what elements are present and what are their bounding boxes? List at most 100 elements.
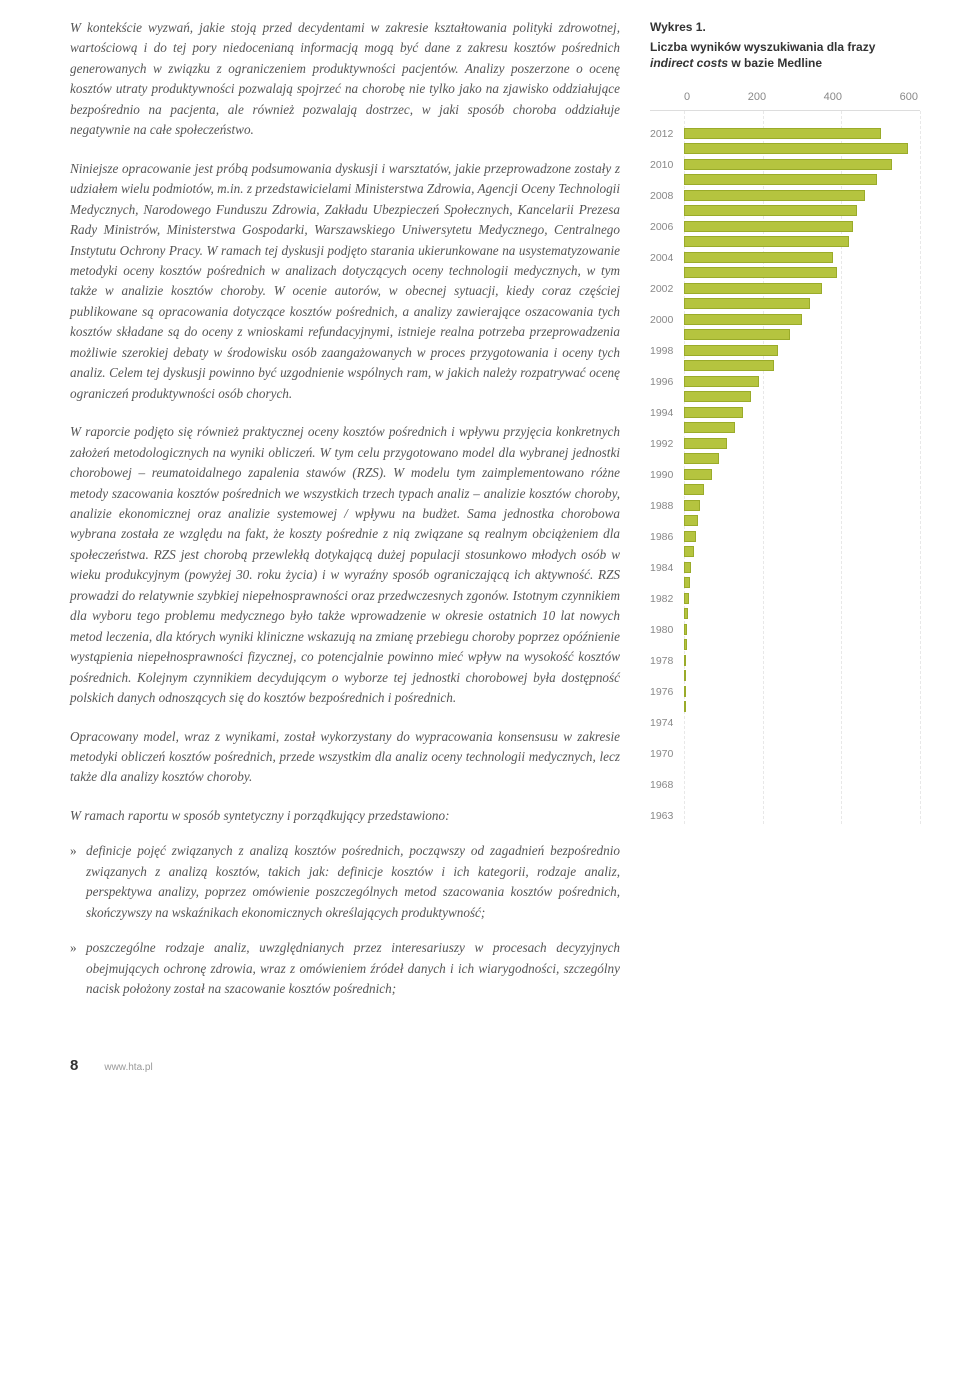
bar-track — [684, 297, 920, 313]
bar-track — [684, 359, 920, 375]
bar-row — [650, 452, 920, 468]
bar-year-label: 1984 — [650, 560, 684, 576]
bar-row: 1980 — [650, 623, 920, 639]
bar — [684, 515, 698, 526]
bar-track — [684, 406, 920, 422]
bar — [684, 221, 853, 232]
bar-year-label: 1986 — [650, 529, 684, 545]
bar-track — [684, 793, 920, 809]
bar — [684, 407, 743, 418]
bar — [684, 608, 688, 619]
bar-track — [684, 483, 920, 499]
bar-track — [684, 313, 920, 329]
bar-track — [684, 437, 920, 453]
bar — [684, 376, 759, 387]
bar-row — [650, 483, 920, 499]
bar-row: 1998 — [650, 344, 920, 360]
bar-track — [684, 468, 920, 484]
bar-chart: 0200400600 20122010200820062004200220001… — [650, 89, 920, 824]
bar-year-label: 1968 — [650, 777, 684, 793]
list-intro: W ramach raportu w sposób syntetyczny i … — [70, 806, 620, 826]
bar-row: 2010 — [650, 158, 920, 174]
bar-row — [650, 390, 920, 406]
bar-row — [650, 173, 920, 189]
bar-year-label: 1996 — [650, 374, 684, 390]
bar — [684, 128, 881, 139]
bar-track — [684, 220, 920, 236]
bar-row: 1988 — [650, 499, 920, 515]
bar-track — [684, 421, 920, 437]
bar-track — [684, 545, 920, 561]
bar-year-label: 1978 — [650, 653, 684, 669]
chart-title: Liczba wyników wyszukiwania dla frazy in… — [650, 39, 920, 71]
bar-year-label: 1990 — [650, 467, 684, 483]
bar-row — [650, 762, 920, 778]
bar-track — [684, 561, 920, 577]
page-number: 8 — [70, 1054, 78, 1077]
bar — [684, 701, 686, 712]
bar-track — [684, 514, 920, 530]
bar-row: 1986 — [650, 530, 920, 546]
bar-row — [650, 359, 920, 375]
bar-row: 1990 — [650, 468, 920, 484]
bar-track — [684, 607, 920, 623]
bar-year-label: 1963 — [650, 808, 684, 824]
bar-track — [684, 204, 920, 220]
bar-row — [650, 142, 920, 158]
bar — [684, 484, 704, 495]
bar-track — [684, 592, 920, 608]
bar-track — [684, 282, 920, 298]
bar-year-label: 1988 — [650, 498, 684, 514]
bar-track — [684, 576, 920, 592]
x-tick: 400 — [824, 89, 842, 106]
paragraph-3: W raporcie podjęto się również praktyczn… — [70, 422, 620, 708]
bar-row — [650, 545, 920, 561]
bar-row — [650, 638, 920, 654]
bar-year-label: 1974 — [650, 715, 684, 731]
bar — [684, 159, 892, 170]
chart-x-axis: 0200400600 — [650, 89, 920, 110]
bar — [684, 190, 865, 201]
bar-year-label: 2006 — [650, 219, 684, 235]
x-tick: 600 — [900, 89, 918, 106]
bar-year-label: 2012 — [650, 126, 684, 142]
bar-year-label: 2002 — [650, 281, 684, 297]
chart-title-c: w bazie Medline — [728, 56, 822, 70]
bar — [684, 593, 689, 604]
paragraph-2: Niniejsze opracowanie jest próbą podsumo… — [70, 159, 620, 404]
bar — [684, 205, 857, 216]
bar-row: 1974 — [650, 716, 920, 732]
bar — [684, 546, 694, 557]
bar-year-label: 2004 — [650, 250, 684, 266]
bar — [684, 453, 719, 464]
bar — [684, 329, 790, 340]
bar — [684, 686, 686, 697]
bar-track — [684, 266, 920, 282]
bar-row — [650, 204, 920, 220]
bar — [684, 500, 700, 511]
bar-row — [650, 700, 920, 716]
bar-year-label: 1994 — [650, 405, 684, 421]
bar-row: 1992 — [650, 437, 920, 453]
bar-track — [684, 762, 920, 778]
bar-track — [684, 375, 920, 391]
bar — [684, 391, 751, 402]
bar — [684, 562, 691, 573]
bar — [684, 345, 778, 356]
bar-row: 1968 — [650, 778, 920, 794]
bar-row: 2006 — [650, 220, 920, 236]
bar — [684, 624, 687, 635]
bar-track — [684, 809, 920, 825]
x-tick: 200 — [748, 89, 766, 106]
bar-track — [684, 390, 920, 406]
bar-track — [684, 654, 920, 670]
bullet-2: poszczególne rodzaje analiz, uwzględnian… — [70, 938, 620, 999]
bar — [684, 283, 822, 294]
bar-track — [684, 142, 920, 158]
bar-row: 1978 — [650, 654, 920, 670]
bar-track — [684, 328, 920, 344]
bar — [684, 469, 712, 480]
bar-track — [684, 499, 920, 515]
bar-row: 2004 — [650, 251, 920, 267]
bar — [684, 252, 833, 263]
